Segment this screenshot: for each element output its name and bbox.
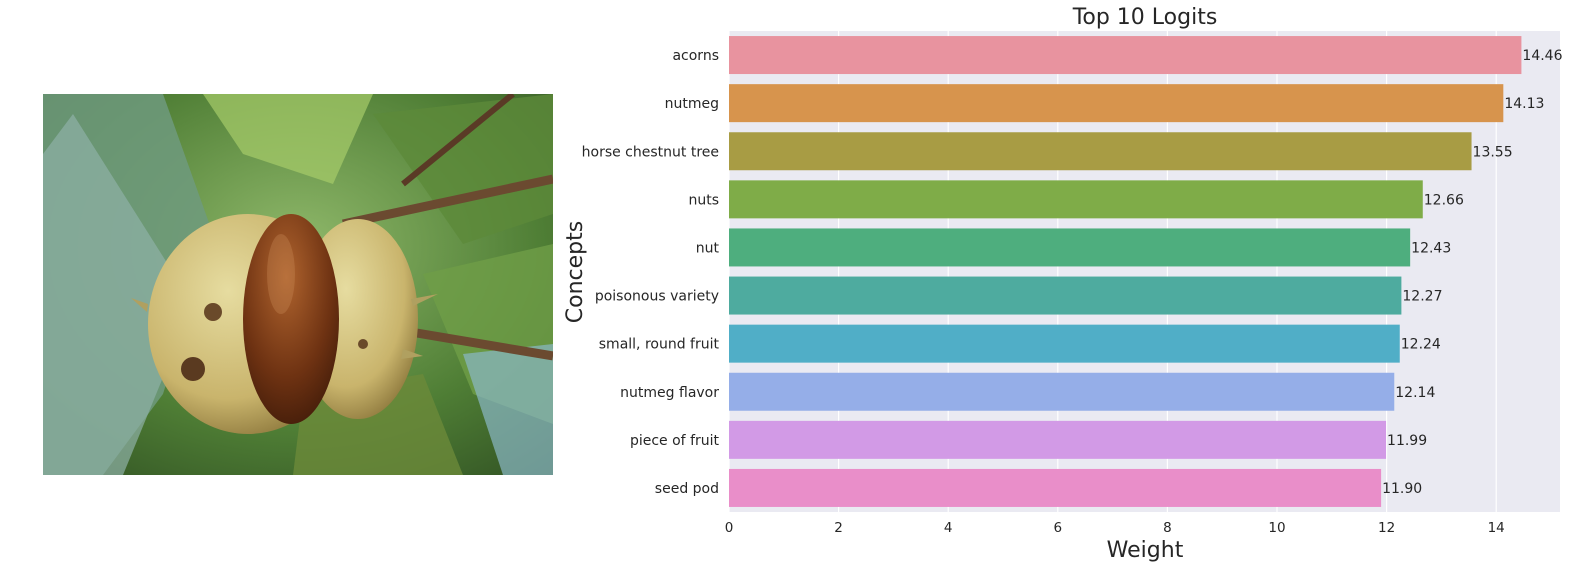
value-label: 12.66	[1424, 192, 1464, 208]
x-tick-label: 14	[1488, 520, 1505, 536]
category-label: seed pod	[655, 481, 719, 497]
value-label: 12.27	[1402, 289, 1442, 305]
bar-horse-chestnut-tree	[729, 132, 1472, 171]
category-labels: acorns nutmeg horse chestnut tree nuts nut po…	[582, 48, 720, 497]
category-label: nut	[696, 240, 720, 256]
value-label: 11.99	[1387, 433, 1427, 449]
category-label: poisonous variety	[595, 289, 719, 305]
bar-piece-of-fruit	[729, 420, 1387, 459]
x-tick-labels: 0 2 4 6 8 10 12 14	[725, 520, 1505, 536]
x-tick-label: 6	[1054, 520, 1063, 536]
chestnut-photo	[43, 94, 553, 475]
category-label: horse chestnut tree	[582, 144, 719, 160]
bar-poisonous-variety	[729, 276, 1402, 315]
value-label: 12.14	[1395, 385, 1435, 401]
bar-acorns	[729, 36, 1522, 75]
value-label: 12.43	[1411, 240, 1451, 256]
bars	[729, 36, 1522, 507]
value-labels: 14.46 14.13 13.55 12.66 12.43 12.27 12.24 12.14…	[1382, 48, 1562, 497]
value-label: 13.55	[1473, 144, 1513, 160]
bar-seed-pod	[729, 468, 1382, 507]
category-label: nuts	[688, 192, 719, 208]
bar-nutmeg-flavor	[729, 372, 1395, 411]
bar-small-round-fruit	[729, 324, 1400, 363]
x-tick-label: 12	[1378, 520, 1395, 536]
x-axis-title: Weight	[1107, 538, 1184, 563]
chart-title: Top 10 Logits	[1072, 5, 1218, 30]
bar-nutmeg	[729, 84, 1504, 123]
y-axis-title: Concepts	[563, 221, 588, 323]
category-label: small, round fruit	[599, 337, 720, 353]
category-label: piece of fruit	[630, 433, 720, 449]
x-tick-label: 0	[725, 520, 734, 536]
x-tick-label: 2	[834, 520, 843, 536]
value-label: 14.13	[1504, 96, 1544, 112]
x-tick-label: 4	[944, 520, 953, 536]
value-label: 12.24	[1401, 337, 1441, 353]
value-label: 11.90	[1382, 481, 1422, 497]
x-tick-label: 8	[1163, 520, 1172, 536]
value-label: 14.46	[1522, 48, 1562, 64]
category-label: nutmeg	[665, 96, 719, 112]
x-tick-label: 10	[1268, 520, 1285, 536]
category-label: acorns	[672, 48, 719, 64]
category-label: nutmeg flavor	[620, 385, 719, 401]
bar-nut	[729, 228, 1411, 267]
bar-nuts	[729, 180, 1423, 219]
chestnut-illustration	[43, 94, 553, 475]
